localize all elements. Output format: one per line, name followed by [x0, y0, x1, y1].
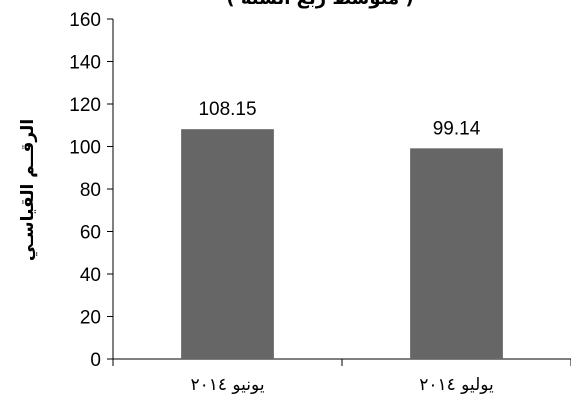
data-label-1: 108.15	[198, 99, 256, 120]
y-tick-label: 40	[80, 265, 101, 286]
y-tick-label: 160	[69, 10, 101, 31]
bars-group	[181, 129, 503, 359]
bar-2	[410, 148, 503, 359]
y-axis-title: الرقــم القياسـي	[18, 119, 38, 261]
x-axis-ticks	[112, 359, 571, 366]
chart-title: ( متوسط ربع السنة )	[226, 0, 413, 9]
data-label-2: 99.14	[433, 118, 481, 139]
y-tick-label: 100	[69, 138, 101, 159]
category-label-2: يوليو ٢٠١٤	[419, 375, 494, 395]
y-tick-label: 60	[80, 223, 101, 244]
y-tick-label: 20	[80, 308, 101, 329]
category-labels-group: يونيو ٢٠١٤ يوليو ٢٠١٤	[190, 375, 494, 395]
bar-1	[181, 129, 274, 359]
y-tick-label: 80	[80, 180, 101, 201]
data-labels-group: 108.15 99.14	[198, 99, 480, 139]
y-tick-label: 120	[69, 95, 101, 116]
category-label-1: يونيو ٢٠١٤	[190, 375, 264, 395]
y-tick-label: 140	[69, 53, 101, 74]
y-tick-label: 0	[90, 350, 101, 371]
y-axis-ticks: 0 20 40 60 80 100 120 140 160	[69, 10, 113, 371]
